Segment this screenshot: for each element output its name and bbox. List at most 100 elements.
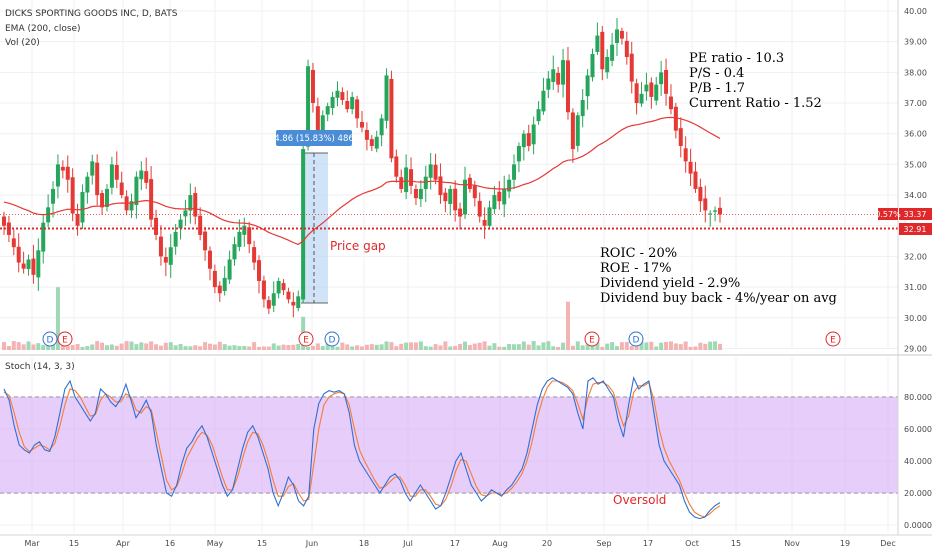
volume-bar [713, 341, 718, 350]
stoch-band [0, 397, 898, 493]
candle-body [438, 176, 443, 196]
volume-bar [565, 301, 570, 350]
candle-body [104, 188, 109, 207]
volume-bar [438, 345, 443, 350]
candle-body [413, 188, 418, 199]
stoch-tick-label: 60.0000 [904, 425, 932, 434]
volume-bar [605, 343, 610, 350]
stoch-axis[interactable]: 0.0000 20.0000 40.0000 60.0000 80.0000 [904, 393, 932, 530]
candle-body [144, 171, 149, 183]
candle-body [134, 176, 139, 206]
volume-bar [462, 341, 467, 350]
candle-body [512, 164, 517, 180]
candle-body [340, 92, 345, 100]
svg-text:32.91: 32.91 [904, 225, 927, 234]
volume-bar [629, 345, 634, 350]
candle-body [271, 293, 276, 306]
candle-body [203, 231, 208, 251]
volume-bar [619, 342, 624, 350]
price-axis[interactable]: 29.0030.0031.0032.0033.0034.0035.0036.00… [904, 7, 927, 353]
time-tick-label: Oct [685, 539, 699, 548]
volume-bar [600, 346, 605, 350]
candle-body [90, 161, 95, 176]
time-tick-label: Apr [116, 539, 131, 548]
candle-body [26, 259, 31, 270]
volume-bar [423, 346, 428, 350]
candle-body [188, 195, 193, 211]
volume-bar [492, 343, 497, 350]
volume-bar [477, 342, 482, 350]
volume-bar [158, 345, 163, 350]
candle-body [389, 78, 394, 159]
volume-bar [659, 342, 664, 350]
volume-bar [109, 344, 114, 350]
svg-text:Current Ratio - 1.52: Current Ratio - 1.52 [689, 96, 822, 111]
candle-body [443, 192, 448, 202]
volume-bar [634, 344, 639, 350]
candle-body [585, 75, 590, 97]
volume-bar [51, 343, 56, 350]
earnings-marker: E [57, 331, 73, 347]
time-axis[interactable]: Mar 15 Apr 16 May 15 Jun 18 Jul 17 Aug 20 Sep 17 Oct 15… [24, 539, 895, 548]
volume-bar [428, 346, 433, 350]
candle-body [673, 106, 678, 131]
candle-body [570, 112, 575, 150]
candle-body [217, 285, 222, 294]
volume-bar [610, 342, 615, 350]
candle-body [247, 227, 252, 245]
volume-bar [472, 343, 477, 350]
candle-body [394, 156, 399, 177]
candle-body [276, 280, 281, 294]
candle-body [462, 179, 467, 215]
candle-body [664, 69, 669, 94]
candle-body [85, 176, 90, 193]
volume-bar [502, 346, 507, 350]
candle-body [453, 188, 458, 211]
candle-body [688, 161, 693, 174]
candle-body [261, 280, 266, 300]
candle-body [301, 149, 306, 300]
candle-body [600, 31, 605, 70]
candle-body [668, 96, 673, 110]
volume-bar [482, 341, 487, 350]
volume-bar [154, 344, 159, 350]
candle-body [698, 186, 703, 202]
ema-200-line [3, 116, 721, 246]
volume-bar [693, 346, 698, 350]
main-grid [0, 0, 898, 350]
candle-body [183, 210, 188, 217]
volume-bar [203, 342, 208, 350]
candle-body [55, 164, 60, 187]
candle-body [678, 128, 683, 146]
candle-body [198, 215, 203, 235]
time-tick-label: 15 [69, 539, 79, 548]
svg-text:Dividend buy back - 4%/year on: Dividend buy back - 4%/year on avg [600, 291, 837, 306]
volume-bar [41, 345, 46, 350]
candle-body [487, 207, 492, 226]
candle-body [502, 188, 507, 205]
candle-body [531, 124, 536, 145]
svg-text:E: E [830, 336, 836, 346]
stoch-tick-label: 0.0000 [904, 521, 932, 530]
volume-bar [198, 346, 203, 350]
candle-body [458, 208, 463, 217]
volume-bar [703, 343, 708, 350]
candle-body [418, 188, 423, 200]
volume-bar [183, 346, 188, 350]
candle-body [335, 90, 340, 98]
svg-text:P/S - 0.4: P/S - 0.4 [689, 66, 744, 81]
svg-text:E: E [62, 336, 68, 346]
volume-bar [281, 344, 286, 350]
candle-body [399, 177, 404, 189]
volume-bar [409, 342, 414, 350]
volume-bar [487, 345, 492, 350]
volume-bar [237, 345, 242, 350]
volume-bar [306, 346, 311, 350]
volume-bar [60, 344, 65, 350]
candle-body [595, 35, 600, 52]
volume-bar [139, 342, 144, 350]
volume-bar [556, 346, 561, 350]
candle-body [252, 247, 257, 263]
